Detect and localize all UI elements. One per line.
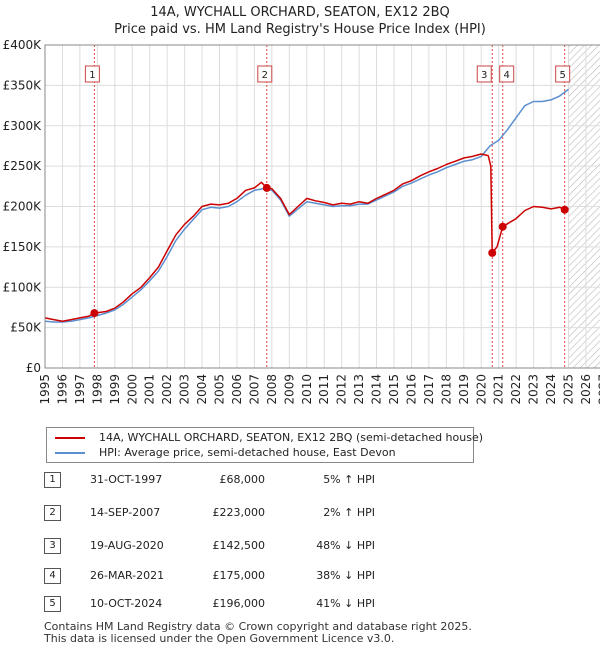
legend-label-property: 14A, WYCHALL ORCHARD, SEATON, EX12 2BQ (… (99, 431, 484, 444)
sale-label: 1 (89, 70, 95, 81)
legend-swatch-hpi (55, 452, 85, 454)
x-tick-label: 1999 (108, 374, 122, 405)
sale-label: 5 (559, 70, 565, 81)
sale-row: 4 26-MAR-2021 £175,000 38% ↓ HPI (40, 568, 580, 584)
sale-price: £175,000 (212, 569, 266, 582)
x-tick-label: 2015 (387, 374, 401, 405)
x-tick-label: 2014 (370, 374, 384, 405)
footer-line-licence: This data is licensed under the Open Gov… (44, 632, 395, 645)
y-tick-label: £350K (3, 78, 43, 92)
x-tick-label: 2004 (195, 374, 209, 405)
sale-number: 2 (44, 505, 61, 521)
footer-line-copyright: Contains HM Land Registry data © Crown c… (44, 620, 472, 633)
plot-area: £0 £50K £100K £150K £200K £250K £300K £350K £400… (3, 38, 600, 405)
sale-point (262, 183, 271, 192)
sale-hpi-diff: 38% ↓ HPI (316, 569, 375, 582)
x-tick-label: 2016 (404, 374, 418, 405)
sale-date: 31-OCT-1997 (90, 473, 163, 486)
x-tick-label: 2010 (300, 374, 314, 405)
sale-hpi-diff: 2% ↑ HPI (323, 506, 375, 519)
y-tick-label: £200K (3, 200, 43, 214)
price-chart: 14A, WYCHALL ORCHARD, SEATON, EX12 2BQ P… (3, 5, 600, 405)
y-tick-label: £150K (3, 240, 43, 254)
sale-hpi-diff: 5% ↑ HPI (323, 473, 375, 486)
sale-price: £68,000 (219, 473, 266, 486)
y-tick-label: £400K (3, 38, 43, 52)
sale-row: 1 31-OCT-1997 £68,000 5% ↑ HPI (40, 472, 580, 488)
footer-notice: Contains HM Land Registry data © Crown c… (44, 621, 472, 645)
sale-label-box (555, 65, 571, 83)
x-tick-label: 2006 (230, 374, 244, 405)
sale-date: 19-AUG-2020 (90, 539, 164, 552)
y-tick-label: £300K (3, 119, 43, 133)
sale-label-box (499, 65, 515, 83)
x-tick-label: 2021 (492, 374, 506, 405)
x-tick-label: 2008 (265, 374, 279, 405)
x-tick-label: 2000 (125, 374, 139, 405)
x-tick-label: 2009 (282, 374, 296, 405)
x-tick-label: 2027 (596, 374, 600, 405)
sale-point (498, 222, 507, 231)
sale-date: 26-MAR-2021 (90, 569, 165, 582)
x-tick-label: 2002 (160, 374, 174, 405)
y-tick-label: £100K (3, 280, 43, 294)
x-tick-label: 2025 (562, 374, 576, 405)
sale-date: 14-SEP-2007 (90, 506, 161, 519)
sale-label-box (476, 65, 492, 83)
legend-item-hpi: HPI: Average price, semi-detached house,… (55, 445, 396, 460)
sale-label: 2 (262, 70, 268, 81)
sale-price: £196,000 (212, 597, 266, 610)
sale-label: 4 (504, 70, 510, 81)
sale-number: 3 (44, 538, 61, 554)
sale-number: 1 (44, 472, 61, 488)
sale-number: 4 (44, 568, 61, 584)
legend-swatch-property (55, 437, 85, 439)
sale-hpi-diff: 41% ↓ HPI (316, 597, 375, 610)
sale-label-box (84, 65, 100, 83)
sale-price: £142,500 (212, 539, 266, 552)
sale-label: 3 (481, 70, 487, 81)
sale-label-box (257, 65, 273, 83)
x-tick-label: 2017 (422, 374, 436, 405)
legend-label-hpi: HPI: Average price, semi-detached house,… (99, 446, 396, 459)
y-tick-label: £50K (10, 321, 42, 335)
sale-row: 5 10-OCT-2024 £196,000 41% ↓ HPI (40, 596, 580, 612)
x-tick-label: 2005 (213, 374, 227, 405)
plot-frame (44, 44, 600, 369)
chart-legend: 14A, WYCHALL ORCHARD, SEATON, EX12 2BQ (… (46, 427, 483, 463)
x-tick-label: 1997 (73, 374, 87, 405)
x-tick-label: 2007 (247, 374, 261, 405)
x-tick-label: 1996 (55, 374, 69, 405)
chart-title: 14A, WYCHALL ORCHARD, SEATON, EX12 2BQ (150, 5, 450, 20)
legend-item-property: 14A, WYCHALL ORCHARD, SEATON, EX12 2BQ (… (55, 430, 483, 445)
sale-hpi-diff: 48% ↓ HPI (316, 539, 375, 552)
x-tick-label: 1998 (90, 374, 104, 405)
x-tick-label: 2011 (317, 374, 331, 405)
sale-point (90, 309, 99, 318)
chart-subtitle: Price paid vs. HM Land Registry's House … (114, 22, 486, 37)
sale-date: 10-OCT-2024 (90, 597, 163, 610)
sale-point (488, 248, 497, 257)
sale-price: £223,000 (212, 506, 266, 519)
x-tick-label: 2020 (474, 374, 488, 405)
sale-number: 5 (44, 596, 61, 612)
sale-point (560, 205, 569, 214)
x-tick-label: 2018 (439, 374, 453, 405)
x-tick-label: 2026 (579, 374, 593, 405)
x-tick-label: 2019 (457, 374, 471, 405)
sale-row: 3 19-AUG-2020 £142,500 48% ↓ HPI (40, 538, 580, 554)
x-tick-label: 2003 (178, 374, 192, 405)
x-tick-label: 2001 (143, 374, 157, 405)
x-tick-label: 1995 (38, 374, 52, 405)
sale-row: 2 14-SEP-2007 £223,000 2% ↑ HPI (40, 505, 580, 521)
y-tick-label: £250K (3, 159, 43, 173)
x-tick-label: 2022 (509, 374, 523, 405)
x-tick-label: 2013 (352, 374, 366, 405)
series-line (44, 88, 569, 323)
y-tick-label: £0 (26, 361, 41, 375)
x-tick-label: 2012 (335, 374, 349, 405)
x-tick-label: 2023 (527, 374, 541, 405)
x-tick-label: 2024 (544, 374, 558, 405)
